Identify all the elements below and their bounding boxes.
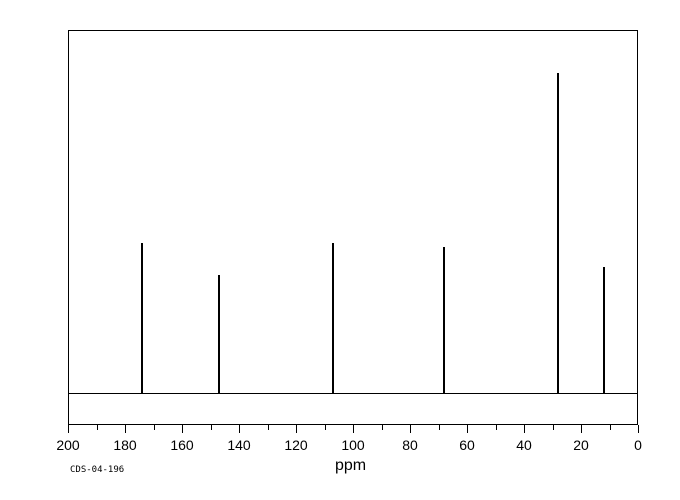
major-tick — [239, 425, 240, 433]
plot-area — [68, 30, 638, 425]
tick-label: 100 — [341, 437, 364, 453]
major-tick — [353, 425, 354, 433]
tick-label: 200 — [56, 437, 79, 453]
tick-label: 120 — [284, 437, 307, 453]
minor-tick — [553, 425, 554, 430]
major-tick — [125, 425, 126, 433]
major-tick — [524, 425, 525, 433]
minor-tick — [325, 425, 326, 430]
peak — [557, 73, 559, 393]
major-tick — [410, 425, 411, 433]
peak — [141, 243, 143, 393]
peak — [443, 247, 445, 393]
major-tick — [296, 425, 297, 433]
tick-label: 140 — [227, 437, 250, 453]
major-tick — [581, 425, 582, 433]
tick-label: 180 — [113, 437, 136, 453]
major-tick — [638, 425, 639, 433]
x-axis-label: ppm — [335, 457, 366, 475]
peak — [603, 267, 605, 393]
tick-label: 160 — [170, 437, 193, 453]
footer-code: CDS-04-196 — [70, 465, 124, 475]
chart-container: 200180160140120100806040200 ppm CDS-04-1… — [0, 0, 680, 500]
minor-tick — [610, 425, 611, 430]
minor-tick — [211, 425, 212, 430]
tick-label: 0 — [634, 437, 642, 453]
minor-tick — [154, 425, 155, 430]
major-tick — [467, 425, 468, 433]
peak — [218, 275, 220, 394]
tick-label: 60 — [459, 437, 475, 453]
tick-label: 80 — [402, 437, 418, 453]
minor-tick — [382, 425, 383, 430]
minor-tick — [268, 425, 269, 430]
minor-tick — [496, 425, 497, 430]
tick-label: 20 — [573, 437, 589, 453]
major-tick — [68, 425, 69, 433]
baseline — [69, 393, 637, 394]
tick-label: 40 — [516, 437, 532, 453]
minor-tick — [97, 425, 98, 430]
peak — [332, 243, 334, 393]
minor-tick — [439, 425, 440, 430]
major-tick — [182, 425, 183, 433]
